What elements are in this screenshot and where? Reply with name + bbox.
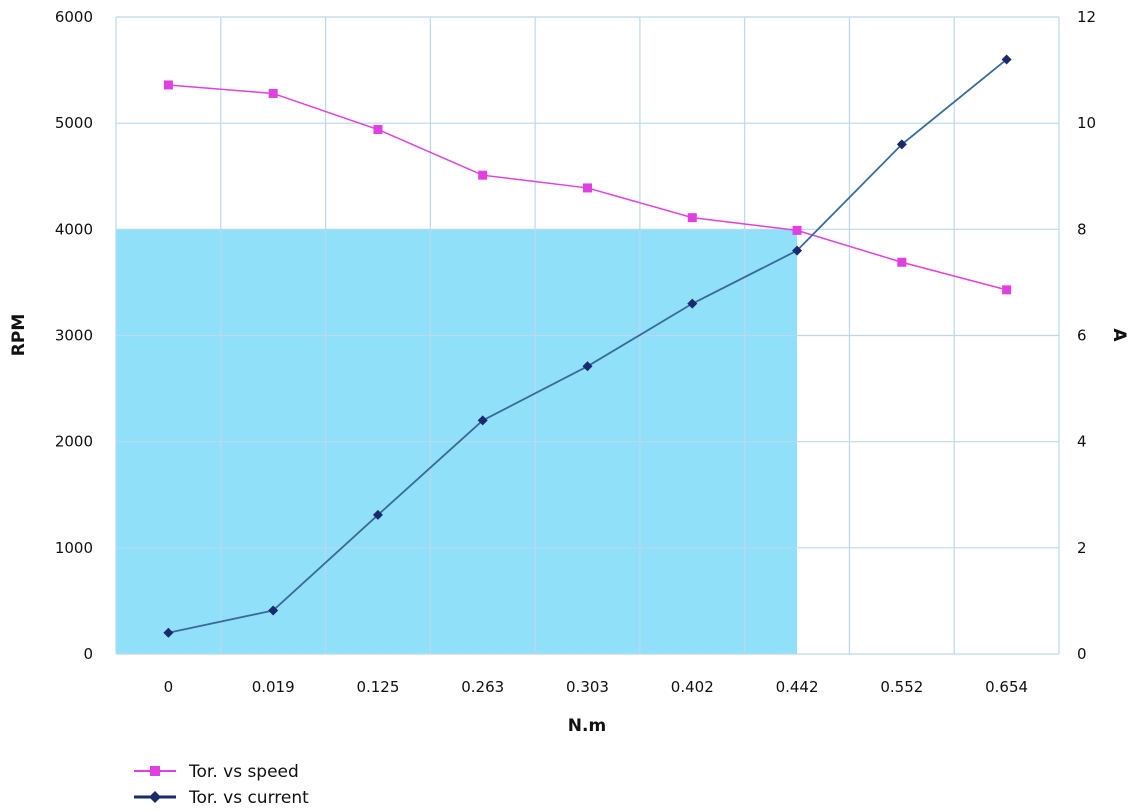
- x-tick-label: 0.303: [566, 678, 609, 696]
- data-point-current: [268, 605, 279, 616]
- data-point-speed: [163, 80, 173, 90]
- y2-tick-label: 12: [1077, 8, 1096, 26]
- x-tick-label: 0.263: [461, 678, 504, 696]
- y2-axis-title: A: [1109, 328, 1129, 342]
- legend-item-speed: Tor. vs speed: [134, 762, 299, 782]
- y-tick-label: 5000: [55, 114, 93, 132]
- legend-swatch-current-marker: [149, 791, 161, 803]
- data-point-current: [792, 245, 803, 256]
- data-point-speed: [478, 170, 488, 180]
- data-point-speed: [897, 257, 907, 267]
- y2-tick-label: 10: [1077, 114, 1096, 132]
- y2-tick-label: 8: [1077, 220, 1087, 238]
- data-point-speed: [268, 88, 278, 98]
- x-tick-label: 0.552: [880, 678, 923, 696]
- y-tick-label: 2000: [55, 433, 93, 451]
- y-tick-label: 4000: [55, 220, 93, 238]
- data-point-current: [582, 361, 593, 372]
- data-point-current: [896, 139, 907, 150]
- legend-label-current: Tor. vs current: [188, 788, 309, 808]
- data-point-current: [687, 298, 698, 309]
- y2-tick-label: 6: [1077, 327, 1087, 345]
- data-point-speed: [792, 225, 802, 235]
- x-tick-label: 0.654: [985, 678, 1028, 696]
- y2-tick-label: 0: [1077, 645, 1087, 663]
- data-point-current: [372, 509, 383, 520]
- y-tick-label: 0: [83, 645, 93, 663]
- data-point-current: [1001, 54, 1012, 65]
- x-tick-label: 0.125: [356, 678, 399, 696]
- data-point-current: [163, 627, 174, 638]
- data-point-speed: [1002, 285, 1012, 295]
- data-point-speed: [373, 125, 383, 135]
- y2-tick-label: 4: [1077, 433, 1087, 451]
- x-axis-title: N.m: [568, 716, 606, 736]
- x-tick-label: 0.442: [776, 678, 819, 696]
- legend-swatch-speed-marker: [150, 766, 160, 776]
- legend-item-current: Tor. vs current: [134, 788, 309, 808]
- y-tick-label: 3000: [55, 327, 93, 345]
- y-axis-title: RPM: [9, 314, 29, 356]
- legend-label-speed: Tor. vs speed: [188, 762, 299, 782]
- data-point-current: [477, 415, 488, 426]
- data-point-speed: [583, 183, 592, 193]
- x-tick-label: 0.019: [252, 678, 295, 696]
- x-tick-label: 0: [164, 678, 174, 696]
- y2-tick-label: 2: [1077, 539, 1087, 557]
- legend: Tor. vs speed Tor. vs current: [134, 762, 309, 808]
- y-tick-label: 6000: [55, 8, 93, 26]
- data-point-speed: [687, 213, 697, 223]
- y-tick-label: 1000: [55, 539, 93, 557]
- x-tick-label: 0.402: [671, 678, 714, 696]
